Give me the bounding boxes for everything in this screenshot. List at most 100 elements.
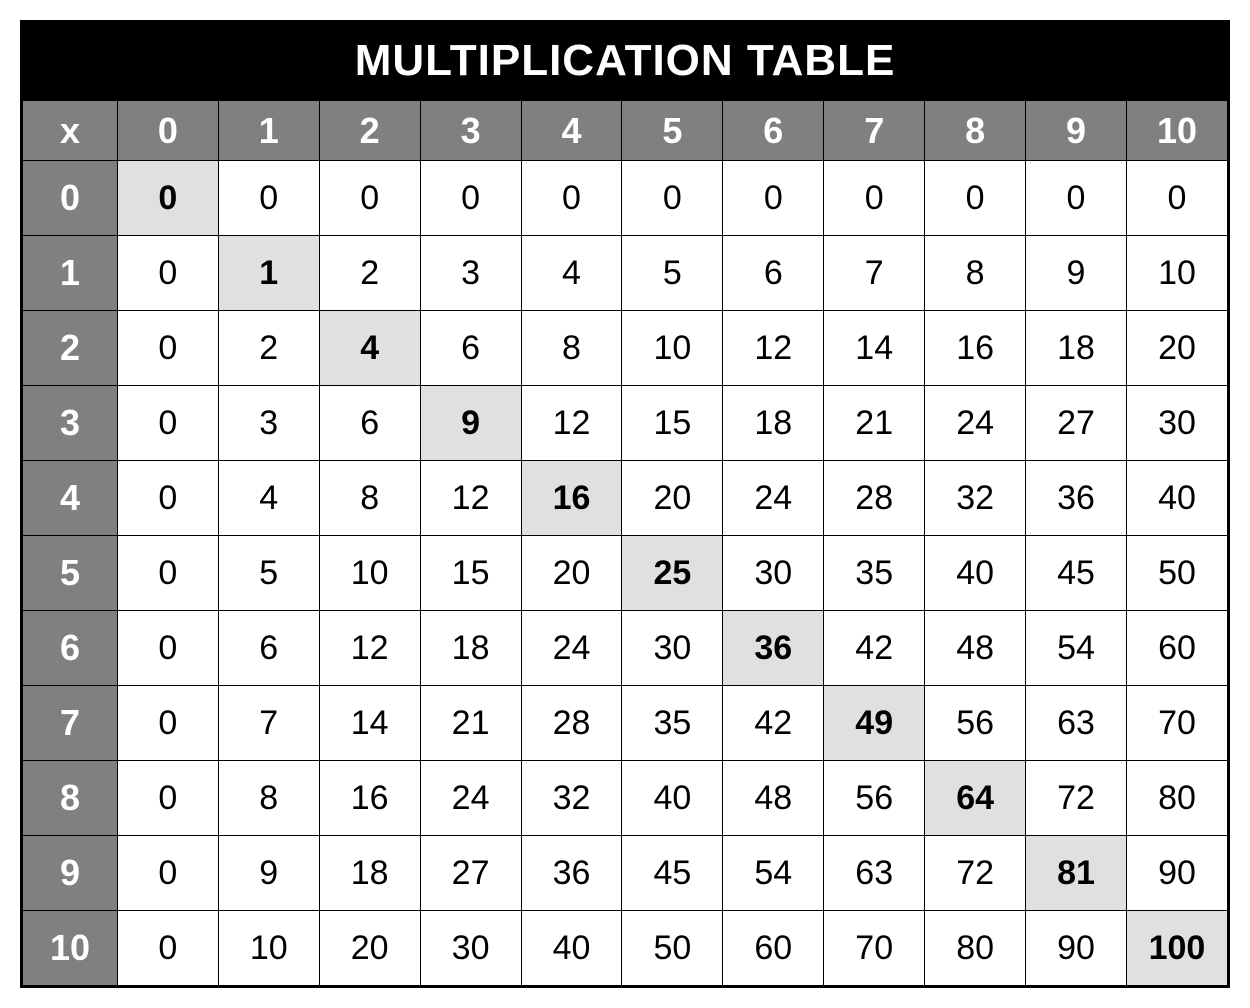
data-cell: 20	[319, 911, 420, 986]
data-cell: 18	[420, 611, 521, 686]
data-cell: 0	[420, 161, 521, 236]
col-header: 0	[117, 101, 218, 161]
data-cell: 36	[521, 836, 622, 911]
data-cell: 30	[420, 911, 521, 986]
diagonal-cell: 64	[925, 761, 1026, 836]
data-cell: 8	[925, 236, 1026, 311]
data-cell: 0	[117, 611, 218, 686]
data-cell: 24	[723, 461, 824, 536]
diagonal-cell: 0	[117, 161, 218, 236]
data-cell: 6	[319, 386, 420, 461]
table-row: 1012345678910	[23, 236, 1228, 311]
diagonal-cell: 1	[218, 236, 319, 311]
row-header: 9	[23, 836, 118, 911]
data-cell: 10	[319, 536, 420, 611]
row-header: 2	[23, 311, 118, 386]
data-cell: 24	[521, 611, 622, 686]
col-header: 10	[1126, 101, 1227, 161]
data-cell: 0	[117, 761, 218, 836]
header-row: x012345678910	[23, 101, 1228, 161]
data-cell: 0	[824, 161, 925, 236]
data-cell: 2	[218, 311, 319, 386]
data-cell: 2	[319, 236, 420, 311]
data-cell: 42	[723, 686, 824, 761]
data-cell: 6	[723, 236, 824, 311]
data-cell: 5	[218, 536, 319, 611]
row-header: 10	[23, 911, 118, 986]
data-cell: 48	[723, 761, 824, 836]
data-cell: 30	[622, 611, 723, 686]
data-cell: 18	[319, 836, 420, 911]
data-cell: 24	[925, 386, 1026, 461]
data-cell: 6	[218, 611, 319, 686]
data-cell: 12	[521, 386, 622, 461]
data-cell: 14	[319, 686, 420, 761]
table-row: 202468101214161820	[23, 311, 1228, 386]
table-row: 606121824303642485460	[23, 611, 1228, 686]
data-cell: 63	[1026, 686, 1127, 761]
table-row: 3036912151821242730	[23, 386, 1228, 461]
data-cell: 0	[117, 911, 218, 986]
data-cell: 28	[521, 686, 622, 761]
data-cell: 12	[319, 611, 420, 686]
data-cell: 12	[723, 311, 824, 386]
col-header: 3	[420, 101, 521, 161]
data-cell: 35	[622, 686, 723, 761]
diagonal-cell: 49	[824, 686, 925, 761]
data-cell: 27	[1026, 386, 1127, 461]
data-cell: 80	[1126, 761, 1227, 836]
data-cell: 63	[824, 836, 925, 911]
data-cell: 9	[218, 836, 319, 911]
data-cell: 70	[1126, 686, 1227, 761]
multiplication-table-container: MULTIPLICATION TABLE x012345678910 00000…	[20, 20, 1230, 988]
data-cell: 10	[218, 911, 319, 986]
table-row: 808162432404856647280	[23, 761, 1228, 836]
table-body: 0000000000001012345678910202468101214161…	[23, 161, 1228, 986]
data-cell: 28	[824, 461, 925, 536]
data-cell: 0	[925, 161, 1026, 236]
data-cell: 24	[420, 761, 521, 836]
data-cell: 6	[420, 311, 521, 386]
data-cell: 15	[420, 536, 521, 611]
data-cell: 36	[1026, 461, 1127, 536]
col-header: 1	[218, 101, 319, 161]
col-header: 2	[319, 101, 420, 161]
table-row: 505101520253035404550	[23, 536, 1228, 611]
data-cell: 0	[319, 161, 420, 236]
data-cell: 0	[117, 536, 218, 611]
data-cell: 32	[925, 461, 1026, 536]
data-cell: 0	[117, 461, 218, 536]
data-cell: 40	[1126, 461, 1227, 536]
data-cell: 32	[521, 761, 622, 836]
data-cell: 60	[723, 911, 824, 986]
data-cell: 45	[1026, 536, 1127, 611]
col-header: 9	[1026, 101, 1127, 161]
data-cell: 20	[622, 461, 723, 536]
data-cell: 70	[824, 911, 925, 986]
data-cell: 12	[420, 461, 521, 536]
data-cell: 14	[824, 311, 925, 386]
data-cell: 0	[1126, 161, 1227, 236]
data-cell: 16	[925, 311, 1026, 386]
row-header: 1	[23, 236, 118, 311]
data-cell: 0	[117, 836, 218, 911]
data-cell: 56	[824, 761, 925, 836]
data-cell: 7	[824, 236, 925, 311]
table-row: 909182736455463728190	[23, 836, 1228, 911]
data-cell: 50	[622, 911, 723, 986]
data-cell: 4	[218, 461, 319, 536]
row-header: 8	[23, 761, 118, 836]
data-cell: 21	[824, 386, 925, 461]
data-cell: 18	[1026, 311, 1127, 386]
data-cell: 0	[521, 161, 622, 236]
table-row: 000000000000	[23, 161, 1228, 236]
data-cell: 48	[925, 611, 1026, 686]
data-cell: 10	[622, 311, 723, 386]
diagonal-cell: 4	[319, 311, 420, 386]
table-title: MULTIPLICATION TABLE	[22, 22, 1228, 100]
data-cell: 4	[521, 236, 622, 311]
data-cell: 90	[1126, 836, 1227, 911]
data-cell: 45	[622, 836, 723, 911]
data-cell: 72	[1026, 761, 1127, 836]
data-cell: 8	[218, 761, 319, 836]
